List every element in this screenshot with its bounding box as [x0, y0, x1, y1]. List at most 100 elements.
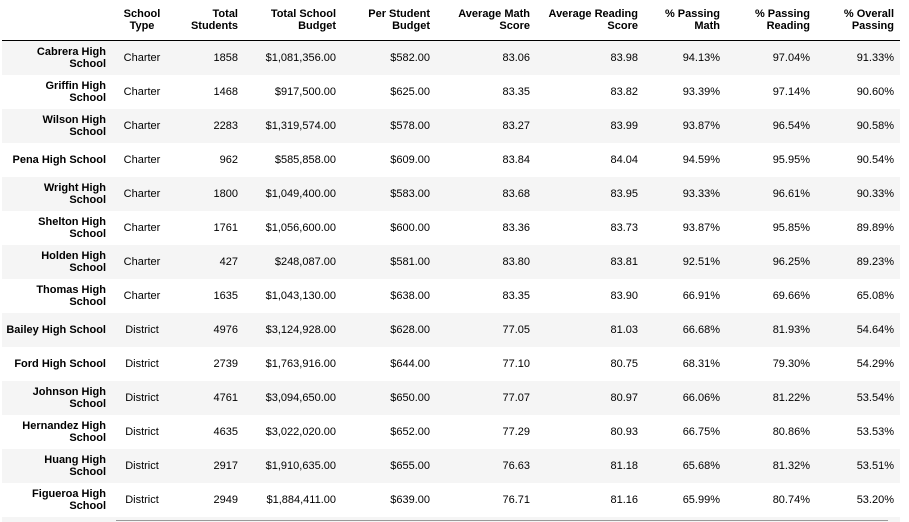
passing-math-cell: 68.31% [682, 357, 720, 370]
total-budget-cell: $1,056,600.00 [265, 221, 336, 234]
passing-reading-cell: 95.85% [772, 221, 810, 234]
average-reading-cell: 84.04 [610, 153, 638, 166]
overall-passing-cell: 89.89% [856, 221, 894, 234]
per-student-budget-cell: $652.00 [390, 425, 430, 438]
total-students-cell: 4635 [213, 425, 238, 438]
per-student-budget-cell: $600.00 [390, 221, 430, 234]
school-name-cell: Holden High School [41, 249, 106, 274]
total-students-cell: 1761 [213, 221, 238, 234]
table-row: Hernandez High School District 4635 $3,0… [2, 414, 900, 449]
school-type-cell: District [125, 391, 159, 404]
school-type-cell: Charter [123, 153, 161, 166]
average-reading-cell: 81.18 [610, 459, 638, 472]
average-math-cell: 83.27 [502, 119, 530, 132]
total-budget-cell: $1,763,916.00 [265, 357, 336, 370]
per-student-budget-cell: $609.00 [390, 153, 430, 166]
per-student-budget-cell: $583.00 [390, 187, 430, 200]
column-header-school-type: School Type [112, 0, 174, 41]
passing-math-cell: 93.87% [682, 119, 720, 132]
passing-reading-cell: 81.22% [772, 391, 810, 404]
total-budget-cell: $1,884,411.00 [266, 493, 336, 506]
school-type-cell: District [125, 357, 159, 370]
table-header: School Type Total Students Total School … [2, 0, 900, 41]
per-student-budget-cell: $582.00 [390, 51, 430, 64]
school-type-cell: Charter [123, 255, 161, 268]
school-name-cell: Bailey High School [6, 323, 106, 336]
column-header-total-school-budget: Total School Budget [244, 0, 342, 41]
total-budget-cell: $1,049,400.00 [265, 187, 336, 200]
passing-reading-cell: 81.32% [772, 459, 810, 472]
table-row: Pena High School Charter 962 $585,858.00… [2, 142, 900, 177]
index-header [2, 0, 112, 41]
average-math-cell: 77.29 [502, 425, 530, 438]
passing-math-cell: 65.68% [682, 459, 720, 472]
overall-passing-cell: 90.60% [856, 85, 894, 98]
passing-reading-cell: 95.95% [772, 153, 810, 166]
passing-reading-cell: 97.04% [772, 51, 810, 64]
average-math-cell: 83.35 [502, 85, 530, 98]
passing-reading-cell: 69.66% [772, 289, 810, 302]
school-type-cell: Charter [123, 85, 161, 98]
passing-math-cell: 94.59% [682, 153, 720, 166]
school-name-cell: Johnson High School [32, 385, 106, 410]
total-students-cell: 2917 [213, 459, 238, 472]
passing-math-cell: 66.75% [682, 425, 720, 438]
scroll-edge-divider [116, 520, 888, 521]
total-students-cell: 4976 [213, 323, 238, 336]
average-reading-cell: 83.73 [610, 221, 638, 234]
total-students-cell: 1635 [213, 289, 238, 302]
total-budget-cell: $1,319,574.00 [265, 119, 336, 132]
average-reading-cell: 80.75 [610, 357, 638, 370]
total-budget-cell: $585,858.00 [274, 153, 336, 166]
school-name-cell: Huang High School [44, 453, 106, 478]
school-name-cell: Shelton High School [38, 215, 106, 240]
table-row: Shelton High School Charter 1761 $1,056,… [2, 210, 900, 245]
table-row: Figueroa High School District 2949 $1,88… [2, 482, 900, 517]
school-name-cell: Ford High School [14, 357, 106, 370]
average-math-cell: 83.80 [502, 255, 530, 268]
average-reading-cell: 80.93 [610, 425, 638, 438]
table-row: Holden High School Charter 427 $248,087.… [2, 244, 900, 279]
school-name-cell: Hernandez High School [22, 419, 106, 444]
passing-math-cell: 93.33% [682, 187, 720, 200]
school-type-cell: District [125, 493, 159, 506]
passing-reading-cell: 96.61% [772, 187, 810, 200]
average-reading-cell: 83.98 [610, 51, 638, 64]
per-student-budget-cell: $639.00 [390, 493, 430, 506]
total-budget-cell: $1,910,635.00 [265, 459, 336, 472]
average-reading-cell: 83.90 [610, 289, 638, 302]
total-students-cell: 427 [219, 255, 238, 268]
passing-reading-cell: 80.74% [772, 493, 810, 506]
total-budget-cell: $3,124,928.00 [265, 323, 336, 336]
overall-passing-cell: 53.20% [856, 493, 894, 506]
overall-passing-cell: 54.64% [856, 323, 894, 336]
average-math-cell: 76.63 [502, 459, 530, 472]
total-students-cell: 2949 [213, 493, 238, 506]
overall-passing-cell: 89.23% [856, 255, 894, 268]
school-type-cell: District [125, 459, 159, 472]
passing-math-cell: 92.51% [682, 255, 720, 268]
average-math-cell: 77.07 [502, 391, 530, 404]
average-math-cell: 83.06 [502, 51, 530, 64]
table-body: Cabrera High School Charter 1858 $1,081,… [2, 40, 900, 522]
overall-passing-cell: 90.58% [856, 119, 894, 132]
table-row: Griffin High School Charter 1468 $917,50… [2, 74, 900, 109]
column-header-average-reading-score: Average Reading Score [536, 0, 644, 41]
average-reading-cell: 81.16 [610, 493, 638, 506]
average-math-cell: 77.10 [502, 357, 530, 370]
table-row: Cabrera High School Charter 1858 $1,081,… [2, 40, 900, 75]
total-budget-cell: $248,087.00 [274, 255, 336, 268]
school-type-cell: District [125, 323, 159, 336]
header-row: School Type Total Students Total School … [2, 0, 900, 41]
passing-reading-cell: 80.86% [772, 425, 810, 438]
total-students-cell: 962 [219, 153, 238, 166]
average-math-cell: 83.68 [502, 187, 530, 200]
average-math-cell: 83.36 [502, 221, 530, 234]
average-reading-cell: 83.99 [610, 119, 638, 132]
average-math-cell: 76.71 [502, 493, 530, 506]
average-reading-cell: 83.95 [610, 187, 638, 200]
passing-math-cell: 66.91% [682, 289, 720, 302]
school-name-cell: Figueroa High School [32, 487, 106, 512]
overall-passing-cell: 90.33% [856, 187, 894, 200]
